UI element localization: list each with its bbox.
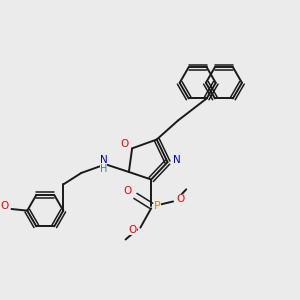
Text: O: O [123, 186, 132, 196]
Text: N: N [100, 155, 107, 165]
Text: H: H [100, 164, 107, 174]
Text: O: O [121, 139, 129, 149]
Text: O: O [128, 225, 136, 235]
Text: N: N [173, 155, 181, 166]
Text: P: P [154, 201, 161, 212]
Text: O: O [1, 201, 9, 212]
Text: O: O [176, 194, 184, 205]
